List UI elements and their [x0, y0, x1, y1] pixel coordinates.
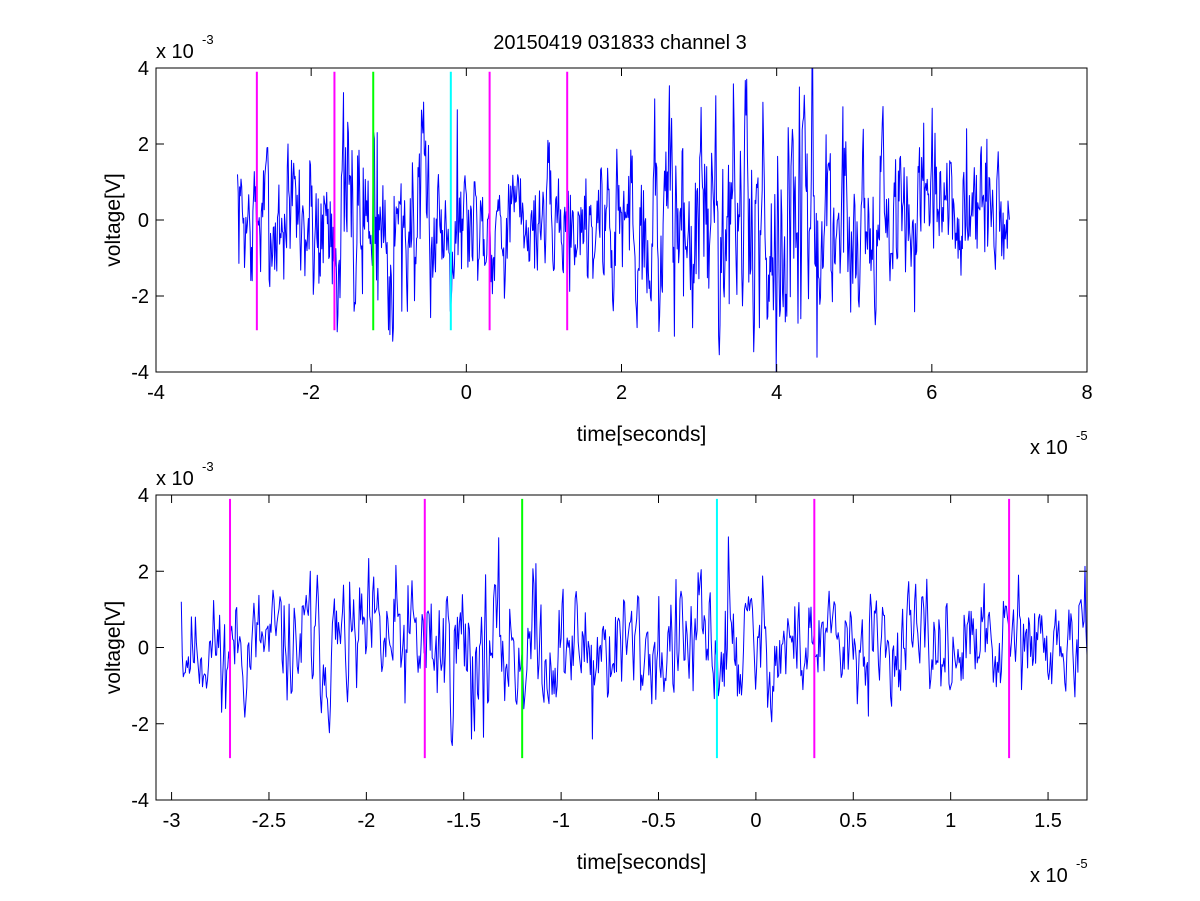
- x-tick-label: 6: [926, 382, 937, 404]
- y-tick-label: -4: [131, 362, 149, 384]
- x-tick-label: -1.5: [447, 810, 481, 832]
- x-exponent-label: x 10: [1030, 865, 1068, 887]
- y-tick-label: 0: [138, 638, 149, 660]
- figure-title: 20150419 031833 channel 3: [493, 32, 747, 54]
- y-exponent-label: x 10: [156, 468, 194, 490]
- y-exponent: -3: [202, 459, 214, 474]
- x-tick-label: -0.5: [641, 810, 675, 832]
- x-tick-label: -3: [163, 810, 181, 832]
- x-tick-label: 8: [1081, 382, 1092, 404]
- y-tick-label: 2: [138, 134, 149, 156]
- x-tick-label: 1.5: [1034, 810, 1062, 832]
- y-axis-label: voltage[V]: [102, 173, 125, 266]
- x-axis-label: time[seconds]: [577, 423, 707, 446]
- x-tick-label: 2: [616, 382, 627, 404]
- y-exponent: -3: [202, 32, 214, 47]
- signal-trace-1: [180, 536, 1087, 746]
- x-tick-label: 4: [771, 382, 782, 404]
- x-tick-label: -2: [357, 810, 375, 832]
- x-tick-label: -2: [302, 382, 320, 404]
- x-tick-label: 0: [461, 382, 472, 404]
- y-exponent-label: x 10: [156, 41, 194, 63]
- y-axis-label: voltage[V]: [102, 601, 125, 694]
- x-exponent-label: x 10: [1030, 437, 1068, 459]
- x-tick-label: 1: [945, 810, 956, 832]
- signal-trace-1: [237, 68, 1010, 372]
- x-tick-label: 0: [750, 810, 761, 832]
- y-tick-label: -2: [131, 286, 149, 308]
- x-tick-label: -2.5: [252, 810, 286, 832]
- y-tick-label: 2: [138, 561, 149, 583]
- x-axis-label: time[seconds]: [577, 851, 707, 874]
- y-tick-label: 0: [138, 210, 149, 232]
- y-tick-label: 4: [138, 58, 149, 80]
- x-tick-label: 0.5: [839, 810, 867, 832]
- y-tick-label: -4: [131, 790, 149, 812]
- x-tick-label: -4: [147, 382, 165, 404]
- y-tick-label: -2: [131, 714, 149, 736]
- x-exponent: -5: [1076, 428, 1088, 443]
- subplots: -4 -2 0 2 4 6 8 -4 -2 0 2 4 time[seconds] voltage[V] x…: [102, 32, 1093, 887]
- x-exponent: -5: [1076, 856, 1088, 871]
- subplot-1: -4 -2 0 2 4 6 8 -4 -2 0 2 4 time[seconds] voltage[V] x…: [102, 32, 1093, 459]
- subplot-2: -3 -2.5 -2 -1.5 -1 -0.5 0 0.5 1 1.5 -4 -2 0 2 4 time[se…: [102, 459, 1088, 887]
- x-tick-label: -1: [552, 810, 570, 832]
- y-tick-label: 4: [138, 485, 149, 507]
